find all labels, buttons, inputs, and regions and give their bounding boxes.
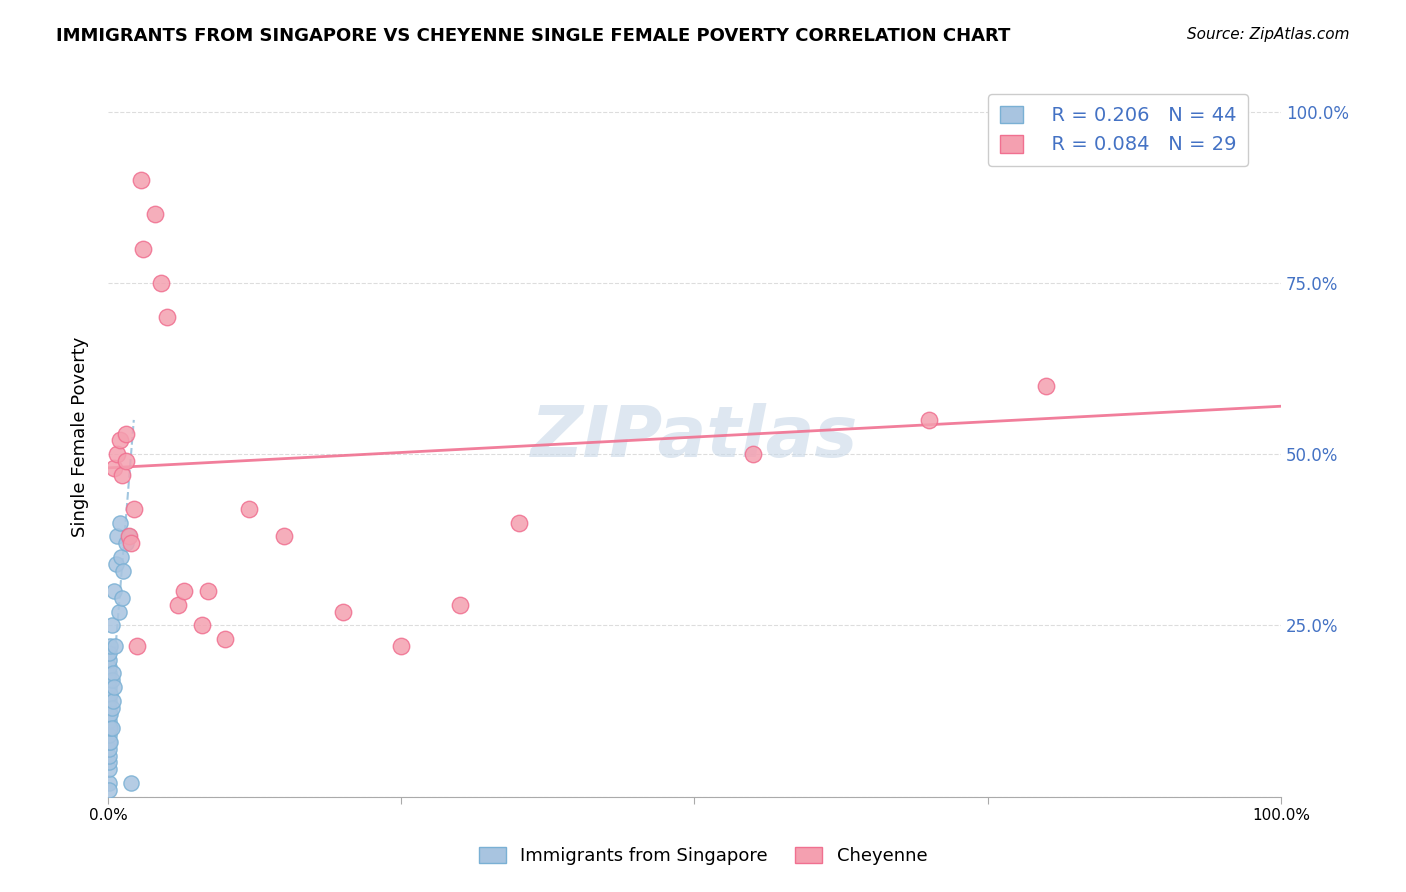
Point xyxy=(105,447,128,461)
Point xyxy=(197,584,219,599)
Legend: Immigrants from Singapore, Cheyenne: Immigrants from Singapore, Cheyenne xyxy=(470,838,936,874)
Point xyxy=(105,529,128,543)
Point xyxy=(111,591,134,605)
Point xyxy=(98,707,121,722)
Point xyxy=(167,598,190,612)
Point xyxy=(108,434,131,448)
Point xyxy=(103,461,125,475)
Point xyxy=(127,639,149,653)
Point xyxy=(98,735,121,749)
Point xyxy=(100,721,122,735)
Point xyxy=(98,673,121,688)
Point xyxy=(449,598,471,612)
Point xyxy=(101,666,124,681)
Point xyxy=(98,782,121,797)
Point xyxy=(156,310,179,325)
Point xyxy=(918,413,941,427)
Point xyxy=(173,584,195,599)
Point xyxy=(112,564,135,578)
Point xyxy=(110,549,132,564)
Point xyxy=(114,536,136,550)
Point xyxy=(191,618,214,632)
Point xyxy=(98,707,121,722)
Point xyxy=(98,666,121,681)
Point xyxy=(98,756,121,770)
Point xyxy=(108,516,131,530)
Point xyxy=(508,516,530,530)
Legend:   R = 0.206   N = 44,   R = 0.084   N = 29: R = 0.206 N = 44, R = 0.084 N = 29 xyxy=(988,95,1247,166)
Point xyxy=(111,467,134,482)
Point xyxy=(100,618,122,632)
Text: IMMIGRANTS FROM SINGAPORE VS CHEYENNE SINGLE FEMALE POVERTY CORRELATION CHART: IMMIGRANTS FROM SINGAPORE VS CHEYENNE SI… xyxy=(56,27,1011,45)
Point xyxy=(105,557,128,571)
Point xyxy=(98,646,121,660)
Point xyxy=(143,207,166,221)
Point xyxy=(107,605,129,619)
Point xyxy=(98,741,121,756)
Point xyxy=(214,632,236,647)
Point xyxy=(98,680,121,694)
Point xyxy=(1035,378,1057,392)
Point xyxy=(98,639,121,653)
Point xyxy=(98,653,121,667)
Point xyxy=(98,659,121,673)
Text: ZIPatlas: ZIPatlas xyxy=(531,402,858,472)
Point xyxy=(149,276,172,290)
Point xyxy=(273,529,295,543)
Point xyxy=(101,694,124,708)
Point xyxy=(118,529,141,543)
Point xyxy=(98,721,121,735)
Point xyxy=(98,687,121,701)
Point xyxy=(114,454,136,468)
Text: Source: ZipAtlas.com: Source: ZipAtlas.com xyxy=(1187,27,1350,42)
Point xyxy=(98,721,121,735)
Point xyxy=(98,748,121,763)
Point xyxy=(118,529,141,543)
Point xyxy=(132,242,155,256)
Point xyxy=(100,700,122,714)
Point xyxy=(120,536,142,550)
Point xyxy=(129,173,152,187)
Point xyxy=(98,776,121,790)
Point xyxy=(122,502,145,516)
Point xyxy=(98,714,121,729)
Point xyxy=(103,584,125,599)
Point xyxy=(98,694,121,708)
Point xyxy=(742,447,765,461)
Point xyxy=(104,639,127,653)
Point xyxy=(98,762,121,776)
Point xyxy=(100,673,122,688)
Point xyxy=(114,426,136,441)
Point xyxy=(238,502,260,516)
Point xyxy=(103,680,125,694)
Point xyxy=(98,728,121,742)
Point xyxy=(98,700,121,714)
Point xyxy=(120,776,142,790)
Y-axis label: Single Female Poverty: Single Female Poverty xyxy=(72,337,89,537)
Point xyxy=(98,687,121,701)
Point xyxy=(389,639,412,653)
Point xyxy=(332,605,354,619)
Point xyxy=(98,735,121,749)
